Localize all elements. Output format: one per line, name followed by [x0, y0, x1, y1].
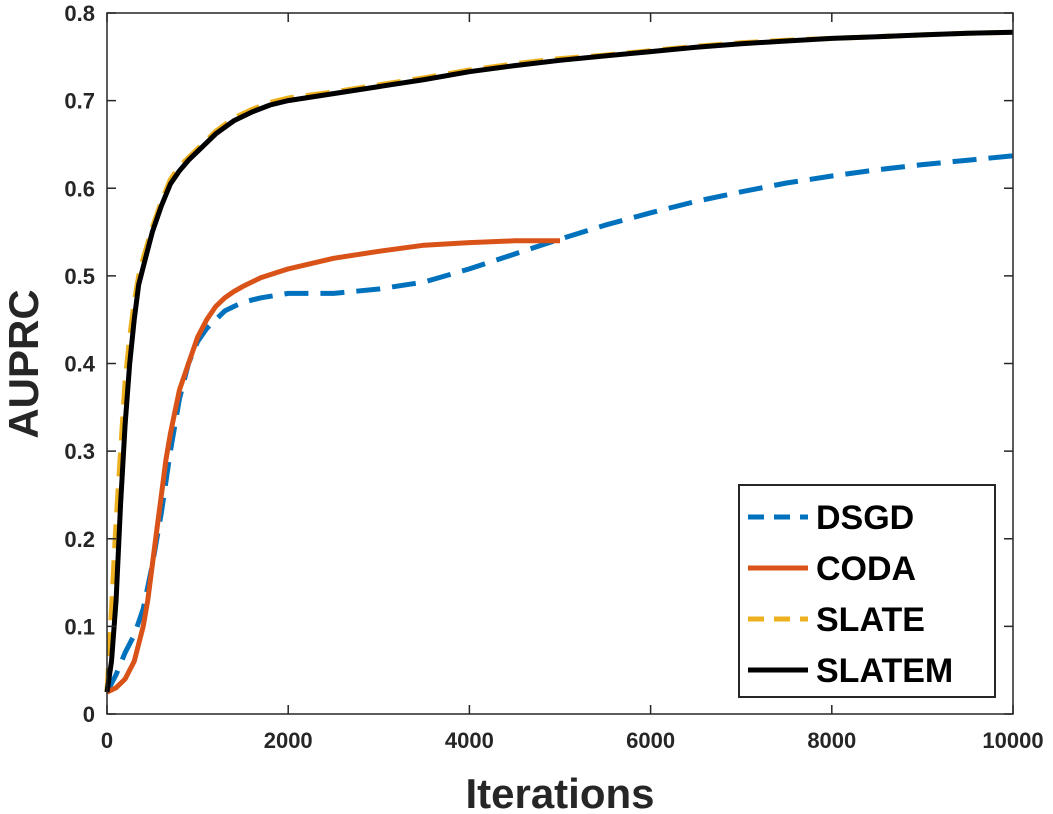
- x-tick-label: 2000: [264, 728, 313, 753]
- y-tick-label: 0.8: [64, 1, 95, 26]
- y-tick-label: 0.1: [64, 614, 95, 639]
- x-tick-label: 6000: [626, 728, 675, 753]
- legend-box: [738, 484, 996, 698]
- y-axis-label: AUPRC: [0, 289, 47, 438]
- series-line-coda: [105, 238, 560, 695]
- y-tick-label: 0.4: [64, 352, 95, 377]
- y-tick-label: 0: [83, 702, 95, 727]
- x-tick-label: 0: [101, 728, 113, 753]
- series-layer: [104, 29, 1014, 695]
- x-axis-label: Iterations: [465, 770, 654, 814]
- legend-label-slate: SLATE: [816, 601, 925, 639]
- tick-layer: 0 2000 4000 6000 8000 10000 0 0.1 0.2 0.3 0.4 0.5 0.…: [64, 1, 1043, 753]
- x-tick-label: 8000: [807, 728, 856, 753]
- legend-label-slatem: SLATEM: [816, 652, 953, 690]
- y-tick-label: 0.6: [64, 176, 95, 201]
- series-line-slatem: [104, 29, 1014, 693]
- x-tick-label: 10000: [982, 728, 1043, 753]
- y-tick-label: 0.3: [64, 439, 95, 464]
- y-tick-label: 0.5: [64, 264, 95, 289]
- legend-items: DSGD CODA SLATE SLATEM: [748, 499, 953, 690]
- legend-label-dsgd: DSGD: [816, 499, 914, 537]
- y-tick-label: 0.7: [64, 89, 95, 114]
- legend: DSGD CODA SLATE SLATEM: [738, 484, 996, 698]
- legend-label-coda: CODA: [816, 550, 916, 588]
- x-tick-label: 4000: [445, 728, 494, 753]
- y-tick-label: 0.2: [64, 527, 95, 552]
